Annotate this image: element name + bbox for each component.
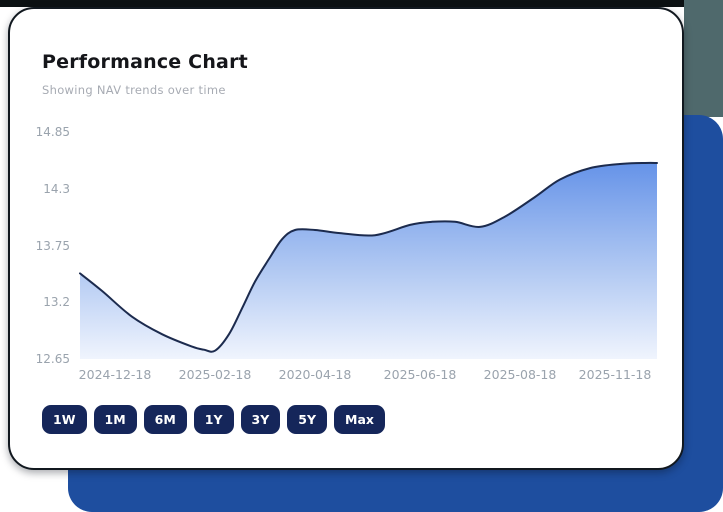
y-tick-label: 14.85 — [35, 125, 70, 139]
range-button-max[interactable]: Max — [334, 405, 385, 434]
page-title: Performance Chart — [42, 51, 248, 73]
page-subtitle: Showing NAV trends over time — [42, 83, 226, 97]
y-tick-label: 13.75 — [35, 238, 70, 253]
x-tick-label: 2025-06-18 — [383, 367, 457, 382]
range-button-1y[interactable]: 1Y — [193, 405, 234, 434]
nav-chart — [79, 161, 658, 359]
background-corner-block — [684, 0, 723, 117]
nav-area-fill — [80, 162, 657, 359]
y-tick-label: 12.65 — [35, 352, 70, 366]
chart-plot[interactable] — [79, 132, 658, 359]
nav-line — [79, 161, 658, 353]
y-tick-label: 14.3 — [43, 181, 70, 196]
range-button-5y[interactable]: 5Y — [287, 405, 328, 434]
range-button-3y[interactable]: 3Y — [240, 405, 281, 434]
range-button-row: 1W 1M 6M 1Y 3Y 5Y Max — [42, 405, 385, 434]
top-edge-strip — [0, 0, 723, 7]
performance-chart-card: Performance Chart Showing NAV trends ove… — [8, 7, 684, 470]
y-tick-label: 13.2 — [43, 295, 70, 310]
x-tick-label: 2025-08-18 — [483, 367, 557, 382]
x-tick-label: 2025-02-18 — [178, 367, 252, 382]
x-tick-label: 2025-11-18 — [578, 367, 652, 382]
x-tick-label: 2024-12-18 — [78, 367, 152, 382]
range-button-1w[interactable]: 1W — [42, 405, 87, 434]
x-tick-label: 2020-04-18 — [278, 367, 352, 382]
range-button-1m[interactable]: 1M — [93, 405, 137, 434]
range-button-6m[interactable]: 6M — [143, 405, 187, 434]
